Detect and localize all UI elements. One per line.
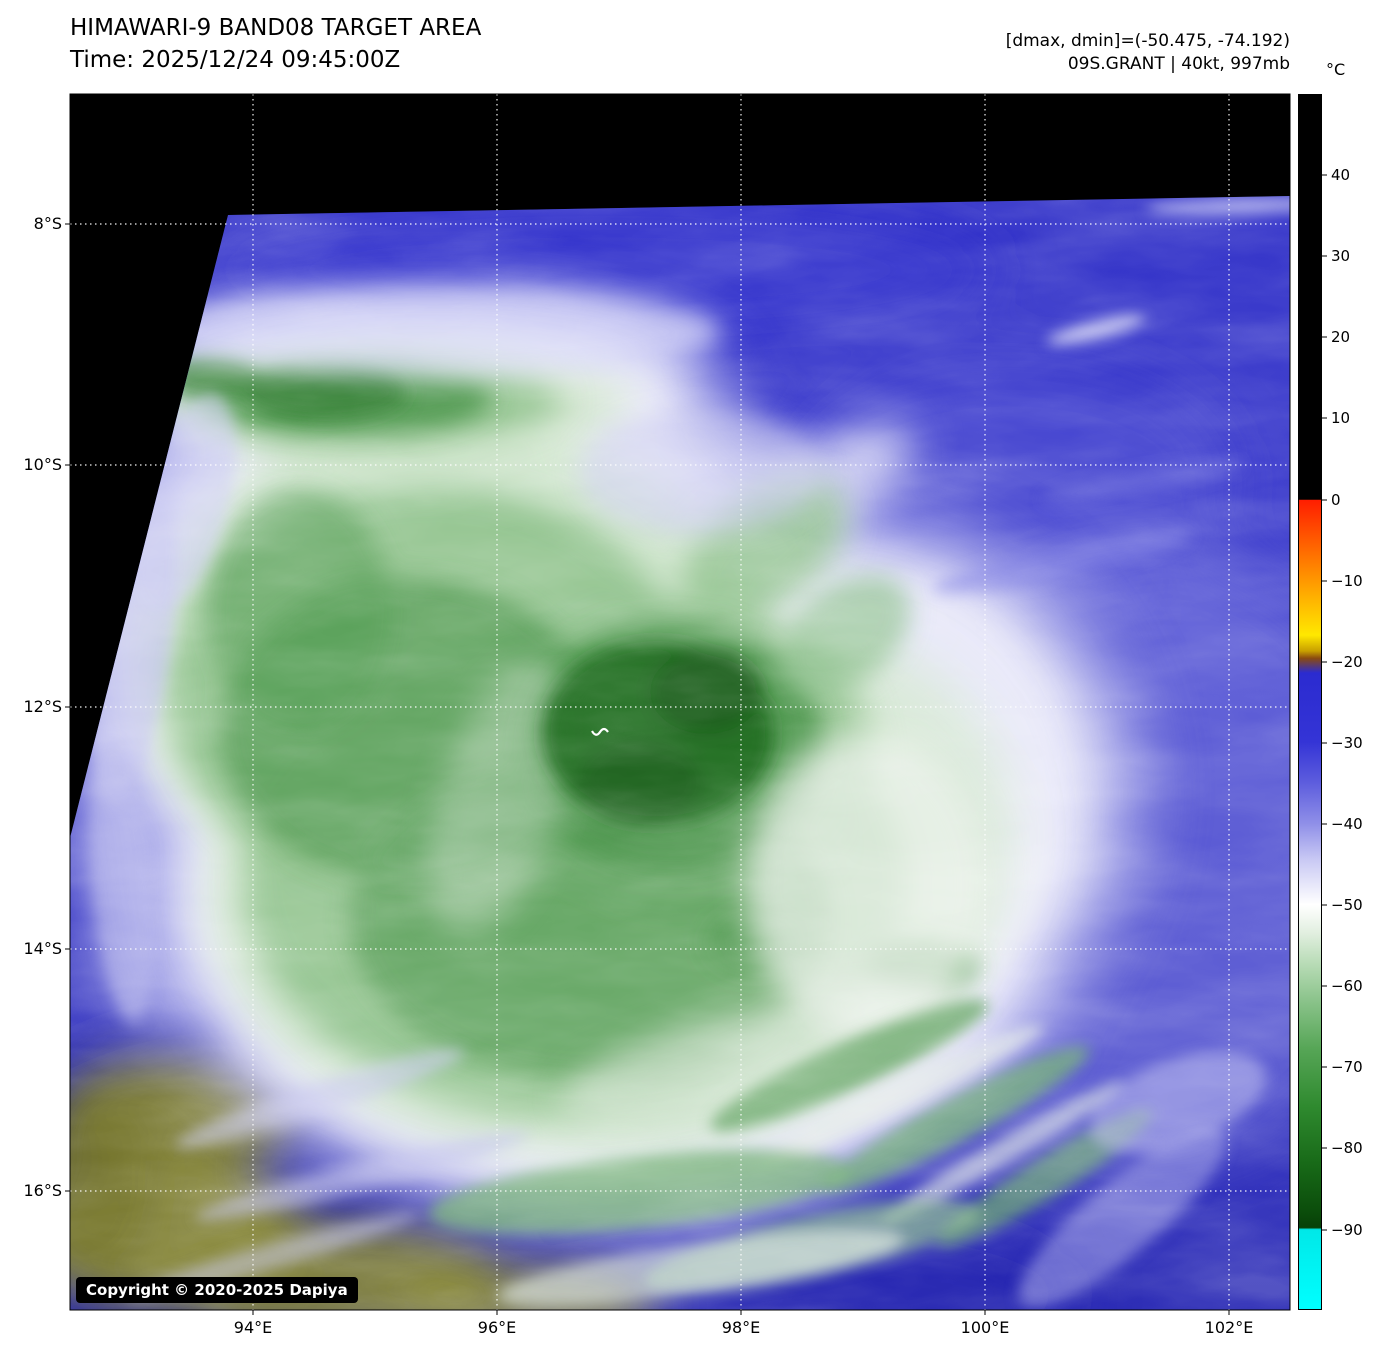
lat-tick-label: 8°S [33,214,62,233]
lat-tick-label: 12°S [23,697,62,716]
colorbar-tick-label: 40 [1331,166,1351,184]
colorbar-unit-label: °C [1326,60,1346,79]
colorbar-tick-label: 10 [1331,409,1351,427]
figure-title: HIMAWARI-9 BAND08 TARGET AREA [70,15,482,41]
copyright-badge: Copyright © 2020-2025 Dapiya [76,1277,358,1303]
data-swath [70,196,1290,1310]
plot-frame [69,93,1291,1311]
colorbar-tick-label: −30 [1331,734,1363,752]
lon-tick-label: 102°E [1204,1318,1254,1337]
colorbar-tick-label: −60 [1331,977,1363,995]
lat-tick-label: 14°S [23,939,62,958]
figure-time: Time: 2025/12/24 09:45:00Z [70,47,401,73]
colorbar-tick-label: 20 [1331,328,1351,346]
lat-tick-label: 16°S [23,1181,62,1200]
lat-tick-label: 10°S [23,455,62,474]
axis-tick-marks [65,223,1230,1315]
colorbar-tick-label: −80 [1331,1139,1363,1157]
lon-tick-label: 96°E [477,1318,517,1337]
storm-info: 09S.GRANT | 40kt, 997mb [1067,54,1290,74]
cloud-texture-overlay [70,196,1290,1310]
lon-tick-label: 98°E [721,1318,761,1337]
colorbar-tick-marks [1322,174,1327,1231]
storm-center-marker [591,727,609,736]
colorbar-tick-label: 30 [1331,247,1351,265]
lon-tick-label: 100°E [960,1318,1010,1337]
lon-tick-label: 94°E [233,1318,273,1337]
colorbar-tick-label: −70 [1331,1058,1363,1076]
colorbar-tick-label: −20 [1331,653,1363,671]
colorbar-tick-label: −50 [1331,896,1363,914]
dmax-dmin-readout: [dmax, dmin]=(-50.475, -74.192) [1005,31,1290,51]
colorbar-tick-label: 0 [1331,491,1341,509]
colorbar [1298,94,1322,1310]
colorbar-tick-label: −90 [1331,1221,1363,1239]
grid-lines [70,94,1290,1310]
colorbar-tick-label: −40 [1331,815,1363,833]
colorbar-tick-label: −10 [1331,572,1363,590]
